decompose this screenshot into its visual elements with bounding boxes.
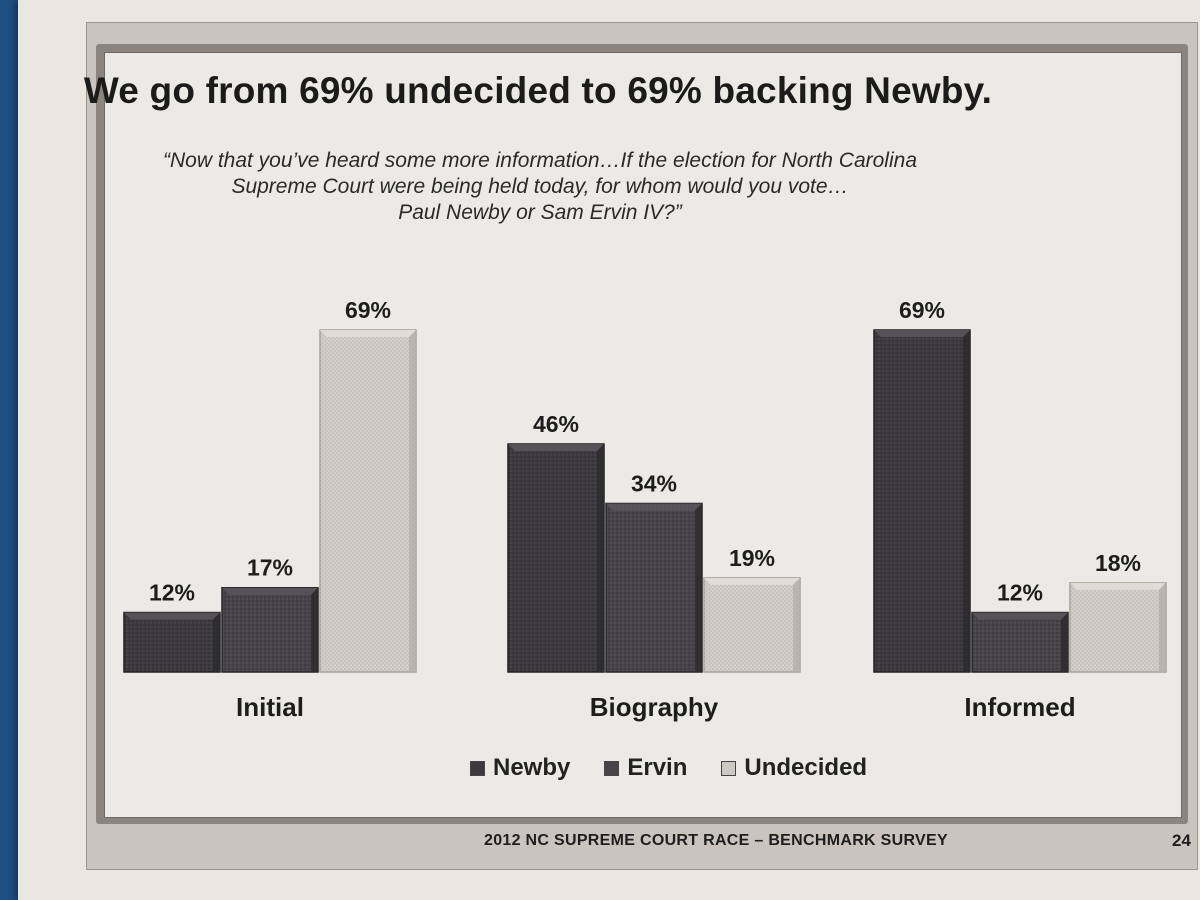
legend-label: Undecided [744,754,868,781]
undecided-swatch [721,760,737,776]
data-label: 34% [631,470,677,496]
bar-ervin-initial [221,586,319,673]
question-line: “Now that you’ve heard some more informa… [162,149,917,172]
legend: Newby Ervin Undecided [470,754,867,782]
footer-text: 2012 NC SUPREME COURT RACE – BENCHMARK S… [484,832,948,849]
slide-panel [104,52,1182,818]
legend-label: Newby [493,754,571,781]
data-label: 69% [345,297,391,323]
data-label: 12% [149,580,195,606]
legend-item-undecided: Undecided [721,754,867,782]
ervin-swatch [604,760,620,776]
legend-item-ervin: Ervin [604,754,687,782]
category-label: Initial [236,692,304,722]
bar-newby-initial [123,611,221,673]
data-label: 19% [729,545,775,571]
legend-item-newby: Newby [470,754,570,782]
question-text: “Now that you’ve heard some more informa… [150,148,930,226]
category-label: Informed [964,692,1075,722]
bar-newby-biography [507,443,605,673]
question-line: Paul Newby or Sam Ervin IV?” [398,201,682,224]
chart-title: We go from 69% undecided to 69% backing … [83,70,993,111]
data-label: 12% [997,580,1043,606]
data-label: 69% [899,297,945,323]
bar-undecided-informed [1069,582,1167,673]
newby-swatch [470,760,485,776]
data-label: 17% [247,555,293,581]
data-label: 18% [1095,550,1141,576]
bar-newby-informed [873,329,971,673]
bar-ervin-biography [605,502,703,673]
bar-undecided-initial [319,329,417,673]
question-line: Supreme Court were being held today, for… [231,175,849,198]
bar-undecided-biography [703,577,801,673]
legend-label: Ervin [627,754,688,781]
category-label: Biography [590,692,719,722]
data-label: 46% [533,411,579,437]
bar-ervin-informed [971,611,1069,673]
page-number: 24 [1172,831,1191,850]
